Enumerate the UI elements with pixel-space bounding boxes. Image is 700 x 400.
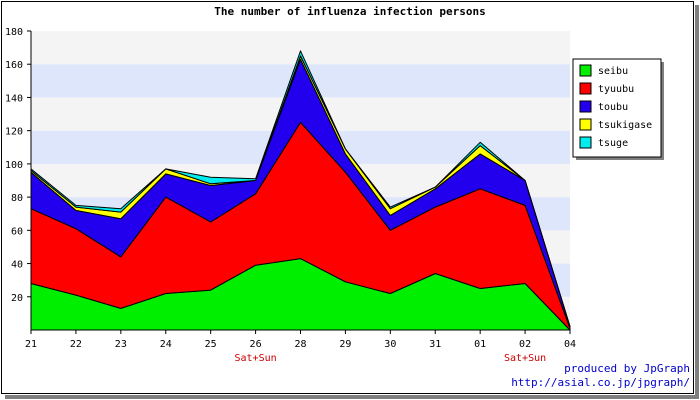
- x-tick-label: 01: [474, 339, 486, 350]
- y-tick-label: 40: [11, 260, 23, 271]
- legend-label-seibu: seibu: [598, 66, 628, 77]
- y-tick-label: 80: [11, 193, 23, 204]
- axes: [27, 30, 571, 334]
- legend-swatch-tsuge: [579, 136, 592, 149]
- credit: produced by JpGraph http://asial.co.jp/j…: [511, 362, 690, 390]
- y-tick-label: 100: [5, 160, 23, 171]
- x-tick-label: 22: [70, 339, 82, 350]
- frame-shadow-right: [695, 5, 699, 399]
- x-tick-labels: 21 22 23 24 25 26 28 29 30 31 01 02 04 Sat+Sun Sat+Sun: [25, 339, 576, 364]
- x-tick-label: 26: [250, 339, 262, 350]
- x-annotation-weekend: Sat+Sun: [235, 353, 277, 364]
- x-tick-label: 29: [339, 339, 351, 350]
- y-tick-label: 120: [5, 127, 23, 138]
- x-tick-label: 23: [115, 339, 127, 350]
- legend: seibu tyuubu toubu tsukigase tsuge: [572, 58, 664, 160]
- legend-swatch-toubu: [579, 100, 592, 113]
- legend-label-tyuubu: tyuubu: [598, 84, 634, 95]
- frame-shadow-bottom: [5, 395, 699, 399]
- stacked-areas: [30, 50, 571, 331]
- x-tick-label: 30: [384, 339, 396, 350]
- x-tick-label: 31: [429, 339, 441, 350]
- x-tick-label: 28: [294, 339, 306, 350]
- y-tick-label: 60: [11, 226, 23, 237]
- x-tick-label: 25: [205, 339, 217, 350]
- area-tsuge: [30, 50, 571, 328]
- y-tick-labels: 20 40 60 80 100 120 140 160 180: [5, 27, 23, 304]
- legend-swatch-seibu: [579, 64, 592, 77]
- legend-label-tsuge: tsuge: [598, 138, 628, 149]
- credit-line-2[interactable]: http://asial.co.jp/jpgraph/: [511, 376, 690, 389]
- x-annotation-weekend: Sat+Sun: [504, 353, 546, 364]
- credit-line-1: produced by JpGraph: [564, 362, 690, 375]
- x-tick-label: 24: [160, 339, 172, 350]
- chart-title: The number of influenza infection person…: [214, 5, 486, 18]
- y-tick-label: 140: [5, 93, 23, 104]
- x-tick-label: 21: [25, 339, 37, 350]
- legend-label-tsukigase: tsukigase: [598, 120, 652, 131]
- x-tick-label: 04: [564, 339, 576, 350]
- legend-label-toubu: toubu: [598, 102, 628, 113]
- y-tick-label: 20: [11, 293, 23, 304]
- y-tick-label: 160: [5, 60, 23, 71]
- legend-swatch-tyuubu: [579, 82, 592, 95]
- y-tick-label: 180: [5, 27, 23, 38]
- legend-swatch-tsukigase: [579, 118, 592, 131]
- x-tick-label: 02: [519, 339, 531, 350]
